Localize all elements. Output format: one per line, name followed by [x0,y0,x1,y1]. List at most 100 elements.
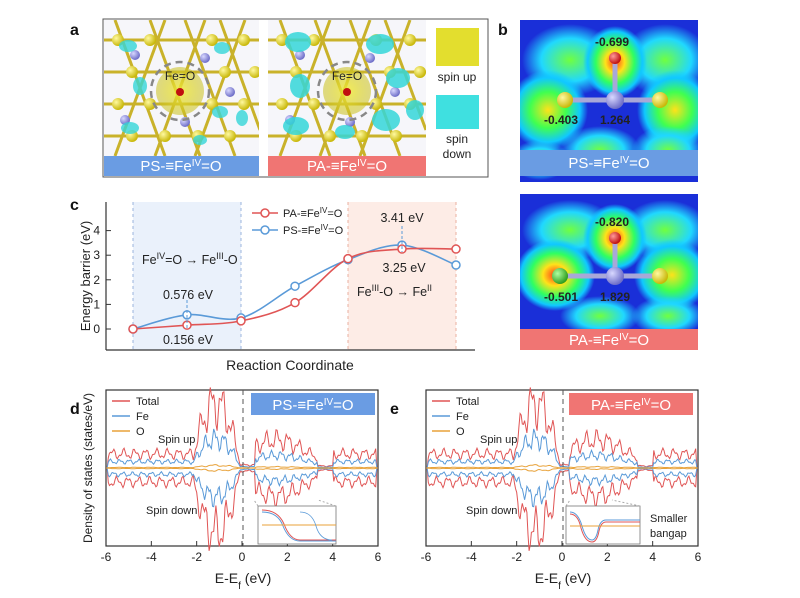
panel-label-d: d [70,401,80,418]
x-tick-label: 2 [604,550,611,564]
x-tick-label: -2 [511,550,522,564]
ps-label-bar-b [520,150,698,176]
dos-ps-chart: -6 -4 -2 0 2 4 6 PS-≡FeIV=O Total Fe O Spin up… [101,387,382,564]
d-ylabel: Density of states (states/eV) [81,393,95,543]
ann-325: 3.25 eV [382,261,426,275]
e-spin-up: Spin up [480,434,517,446]
ligand-charge-ps: -0.403 [544,113,578,127]
c-ytick-label: 1 [93,297,100,311]
point-pa [290,297,300,308]
x-tick-label: -4 [466,550,477,564]
x-tick-label: 6 [375,550,382,564]
energy-chart: 0 1 2 3 4 [93,202,475,351]
x-tick-label: 6 [695,550,702,564]
point-pa [236,316,246,326]
e-legend-fe: Fe [456,411,469,423]
molecule-ps [557,52,668,109]
spin-up-swatch [436,28,479,66]
fe-o-label-pa: Fe=O [332,69,362,83]
x-tick-label: -4 [146,550,157,564]
e-legend-o: O [456,426,465,438]
fe-charge-ps: 1.264 [600,113,630,127]
x-tick-label: -6 [421,550,432,564]
ann-341: 3.41 eV [380,211,424,225]
structure-ps-image [104,20,259,156]
e-note-2: bangap [650,528,687,540]
pa-label-bar-b [520,329,698,350]
ann-0156: 0.156 eV [163,333,214,347]
panel-label-a: a [70,22,79,39]
d-xlabel: E-Ef (eV) [215,570,271,592]
dos-pa-chart: -6 -4 -2 0 2 4 6 PA-≡FeIV=O Total Fe O Spin up… [421,387,702,564]
ann-0576: 0.576 eV [163,288,214,302]
c-ytick-label: 0 [93,322,100,336]
ps-label-bar-a [104,156,259,176]
panel-a-frame [102,18,489,178]
d-legend-total: Total [136,396,159,408]
o-charge-ps: -0.699 [595,35,629,49]
c-xlabel: Reaction Coordinate [226,357,354,373]
e-legend: Total Fe O [432,396,479,438]
panel-label-b: b [498,22,508,39]
pa-label-bar-a [268,156,426,176]
x-tick-label: -2 [191,550,202,564]
fe-o-label-ps: Fe=O [165,69,195,83]
x-tick-label: 4 [649,550,656,564]
e-inset [565,499,641,545]
panel-label-e: e [390,401,399,418]
c-ytick-label: 2 [93,273,100,287]
step2-label: FeIII-O → FeII [357,283,432,299]
dos-o-down [426,467,698,472]
pa-label-a: PA-≡FeIV=O [307,158,387,176]
d-legend-o: O [136,426,145,438]
d-title: PS-≡FeIV=O [272,397,353,415]
structure-pa-image [268,20,426,156]
x-tick-label: 2 [284,550,291,564]
spin-down-swatch [436,95,479,129]
e-title: PA-≡FeIV=O [591,397,671,415]
dos-fe-up [426,428,698,469]
spin-down-legend-1: spin [446,132,468,146]
c-legend-pa: PA-≡FeIV=O [283,206,343,221]
dos-fe-up [106,428,378,469]
molecule-pa [552,232,668,285]
dos-fe-down [106,467,378,508]
point-pa [397,244,407,254]
spin-down-legend-2: down [443,147,472,161]
e-note-1: Smaller [650,513,688,525]
d-spin-down: Spin down [146,505,197,517]
panel-label-c: c [70,197,79,214]
c-legend-ps: PS-≡FeIV=O [283,223,344,238]
pa-label-b: PA-≡FeIV=O [569,332,649,350]
x-tick-label: 4 [329,550,336,564]
spin-up-legend: spin up [438,70,477,84]
c-ytick-label: 4 [93,224,100,238]
ligand-charge-pa: -0.501 [544,290,578,304]
e-xlabel: E-Ef (eV) [535,570,591,592]
e-legend-total: Total [456,396,479,408]
c-legend: PA-≡FeIV=O PS-≡FeIV=O [252,206,344,238]
dos-fe-down [426,467,698,508]
x-tick-label: -6 [101,550,112,564]
charge-density-pa-image [520,194,698,329]
point-ps [290,281,300,291]
d-legend: Total Fe O [112,396,159,438]
ps-label-b: PS-≡FeIV=O [568,155,649,173]
c-ylabel: Energy barrier (eV) [78,221,93,332]
dos-o-down [106,467,378,472]
point-pa [451,244,461,254]
o-charge-pa: -0.820 [595,215,629,229]
e-title-bar [569,393,693,415]
point-ps [451,260,461,270]
x-tick-label: 0 [239,550,246,564]
fe-charge-pa: 1.829 [600,290,630,304]
ps-label-a: PS-≡FeIV=O [140,158,221,176]
e-spin-down: Spin down [466,505,517,517]
point-pa [343,253,353,264]
point-pa [128,324,138,334]
d-spin-up: Spin up [158,434,195,446]
step1-label: FeIV=O → FeIII-O [142,251,238,267]
d-title-bar [251,393,375,415]
